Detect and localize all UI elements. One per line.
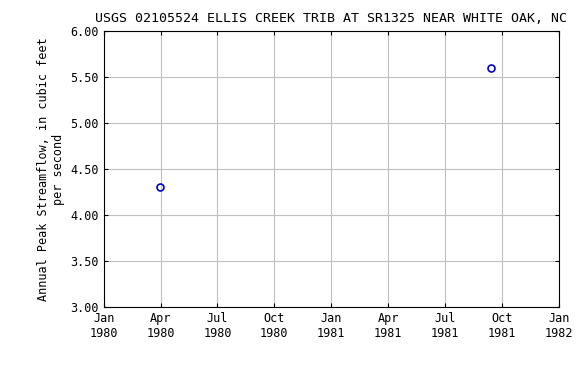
Y-axis label: Annual Peak Streamflow, in cubic feet
per second: Annual Peak Streamflow, in cubic feet pe… — [37, 37, 65, 301]
Title: USGS 02105524 ELLIS CREEK TRIB AT SR1325 NEAR WHITE OAK, NC: USGS 02105524 ELLIS CREEK TRIB AT SR1325… — [95, 12, 567, 25]
